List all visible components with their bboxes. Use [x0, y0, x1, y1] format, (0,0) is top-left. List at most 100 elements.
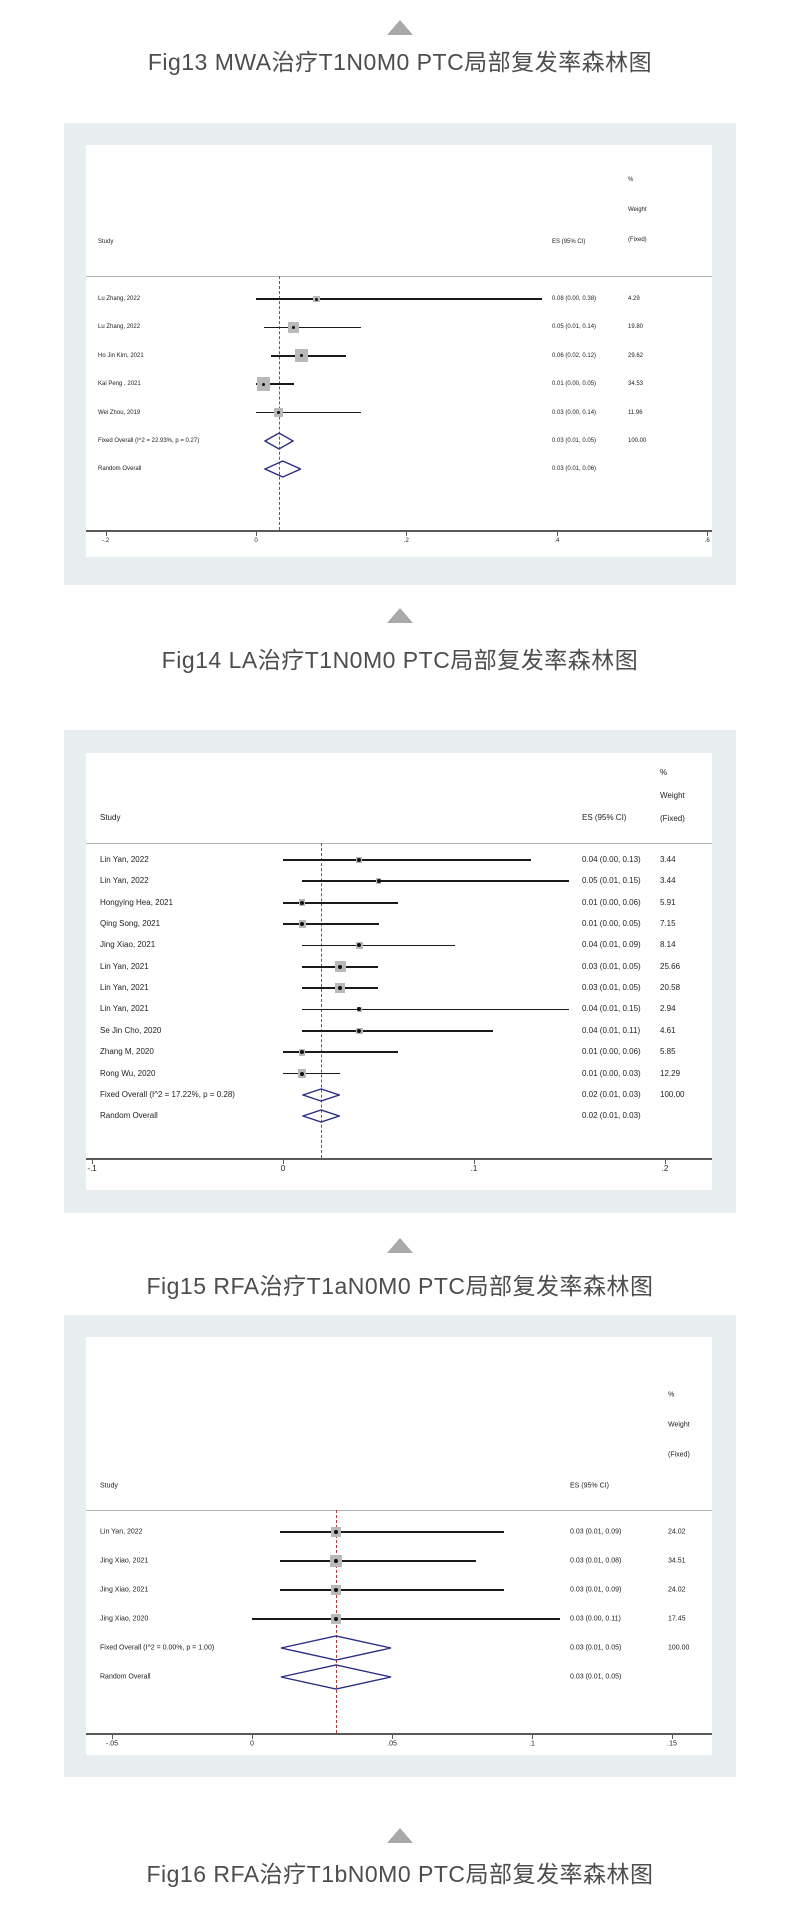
es-value: 0.05 (0.01, 0.15) — [582, 876, 641, 886]
axis-tick-label: .1 — [529, 1740, 535, 1748]
es-value: 0.04 (0.00, 0.13) — [582, 855, 641, 864]
es-value: 0.08 (0.00, 0.38) — [552, 296, 597, 302]
collapse-triangle-icon — [387, 1238, 413, 1253]
effect-marker — [334, 1588, 338, 1592]
ci-line — [302, 880, 570, 883]
effect-marker — [292, 325, 296, 329]
study-label: Ho Jin Kim, 2021 — [98, 352, 144, 359]
effect-marker — [357, 858, 362, 862]
axis-tick — [707, 532, 709, 536]
column-header-es: ES (95% CI) — [582, 813, 627, 822]
axis-tick-label: 0 — [254, 538, 258, 544]
weight-value: 5.91 — [660, 897, 676, 907]
axis-tick-label: .05 — [387, 1740, 397, 1748]
es-value: 0.04 (0.01, 0.15) — [582, 1004, 641, 1014]
weight-value: 8.14 — [660, 940, 676, 950]
column-header-weight: Weight — [660, 791, 685, 800]
column-header-study: Study — [100, 1482, 118, 1490]
effect-marker — [314, 297, 318, 301]
axis-tick-label: 0 — [280, 1164, 286, 1173]
ci-line — [256, 383, 294, 385]
header-separator — [86, 843, 712, 844]
weight-value: 17.45 — [668, 1615, 686, 1623]
axis-tick-label: -.05 — [105, 1740, 119, 1748]
ci-line — [302, 1029, 494, 1032]
es-value: 0.03 (0.01, 0.05) — [552, 438, 597, 444]
column-header-weight: Weight — [668, 1421, 690, 1429]
column-header-weight: (Fixed) — [668, 1451, 690, 1459]
weight-value: 4.61 — [660, 1025, 676, 1035]
axis-tick-label: .2 — [661, 1164, 669, 1173]
weight-value: 24.02 — [668, 1586, 686, 1594]
column-header-es: ES (95% CI) — [570, 1482, 609, 1490]
column-header-weight: (Fixed) — [660, 814, 685, 823]
weight-value: 3.44 — [660, 855, 676, 864]
study-label: Random Overall — [100, 1673, 151, 1681]
column-header-study: Study — [100, 813, 121, 822]
column-header-es: ES (95% CI) — [552, 239, 586, 245]
effect-marker — [338, 964, 343, 969]
collapse-triangle-icon — [387, 608, 413, 623]
axis-tick — [112, 1735, 113, 1739]
weight-value: 29.62 — [628, 352, 644, 359]
column-header-weight: % — [668, 1391, 675, 1399]
pooled-diamond — [300, 1088, 342, 1102]
study-label: Kai Peng , 2021 — [98, 381, 141, 388]
weight-value: 100.00 — [628, 438, 647, 444]
es-value: 0.03 (0.01, 0.05) — [570, 1673, 622, 1681]
column-header-weight: % — [660, 768, 668, 777]
ci-line — [302, 944, 455, 947]
es-value: 0.01 (0.00, 0.03) — [582, 1068, 641, 1078]
es-value: 0.01 (0.00, 0.05) — [552, 381, 597, 388]
effect-marker — [277, 411, 281, 415]
effect-marker — [357, 1028, 362, 1033]
study-label: Lin Yan, 2021 — [100, 983, 149, 993]
collapse-triangle-icon — [387, 20, 413, 35]
es-value: 0.03 (0.01, 0.05) — [570, 1644, 622, 1652]
es-value: 0.03 (0.01, 0.09) — [570, 1586, 622, 1594]
forest-plot-area: Study ES (95% CI)% Weight (Fixed) -.1 0 .1 .2 Li… — [86, 753, 712, 1190]
effect-marker — [376, 879, 381, 884]
axis-tick — [105, 532, 107, 536]
study-label: Lin Yan, 2021 — [100, 961, 149, 971]
study-label: Random Overall — [98, 466, 142, 473]
header-separator — [86, 276, 712, 277]
figure-caption: Fig16 RFA治疗T1bN0M0 PTC局部复发率森林图 — [146, 1861, 654, 1887]
ci-line — [280, 1589, 504, 1591]
ci-line — [283, 901, 398, 904]
forest-plot-card: Study ES (95% CI)% Weight (Fixed) -.05 0 .05 .1… — [64, 1315, 736, 1777]
axis-tick — [406, 532, 408, 536]
axis-tick — [392, 1735, 393, 1739]
effect-marker — [300, 922, 305, 927]
es-value: 0.02 (0.01, 0.03) — [582, 1111, 641, 1121]
axis-tick — [556, 532, 558, 536]
es-value: 0.03 (0.00, 0.14) — [552, 409, 597, 416]
study-label: Lu Zhang, 2022 — [98, 324, 141, 331]
column-header-study: Study — [98, 239, 114, 245]
null-line — [278, 276, 280, 530]
axis-tick-label: .6 — [704, 538, 710, 544]
study-label: Fixed Overall (I^2 = 22.93%, p = 0.27) — [98, 438, 200, 444]
ci-line — [263, 326, 362, 329]
axis-tick-label: -.2 — [102, 538, 110, 544]
pooled-diamond — [300, 1109, 342, 1123]
axis-tick — [474, 1160, 475, 1164]
column-header-weight: (Fixed) — [628, 237, 647, 243]
study-label: Jing Xiao, 2020 — [100, 1615, 149, 1623]
weight-value: 100.00 — [660, 1089, 685, 1099]
es-value: 0.06 (0.02, 0.12) — [552, 352, 597, 359]
axis-tick — [283, 1160, 284, 1164]
ci-line — [283, 923, 379, 925]
study-label: Lu Zhang, 2022 — [98, 296, 141, 302]
weight-value: 4.29 — [628, 296, 640, 302]
es-value: 0.03 (0.00, 0.11) — [570, 1615, 621, 1623]
axis-tick — [672, 1735, 673, 1739]
study-label: Jing Xiao, 2021 — [100, 1557, 149, 1565]
null-line — [321, 843, 323, 1158]
es-value: 0.04 (0.01, 0.11) — [582, 1025, 641, 1035]
weight-value: 25.66 — [660, 961, 681, 971]
weight-value: 34.53 — [628, 381, 644, 388]
ci-line — [271, 355, 347, 357]
axis-line — [86, 1733, 712, 1735]
ci-line — [302, 1008, 570, 1011]
